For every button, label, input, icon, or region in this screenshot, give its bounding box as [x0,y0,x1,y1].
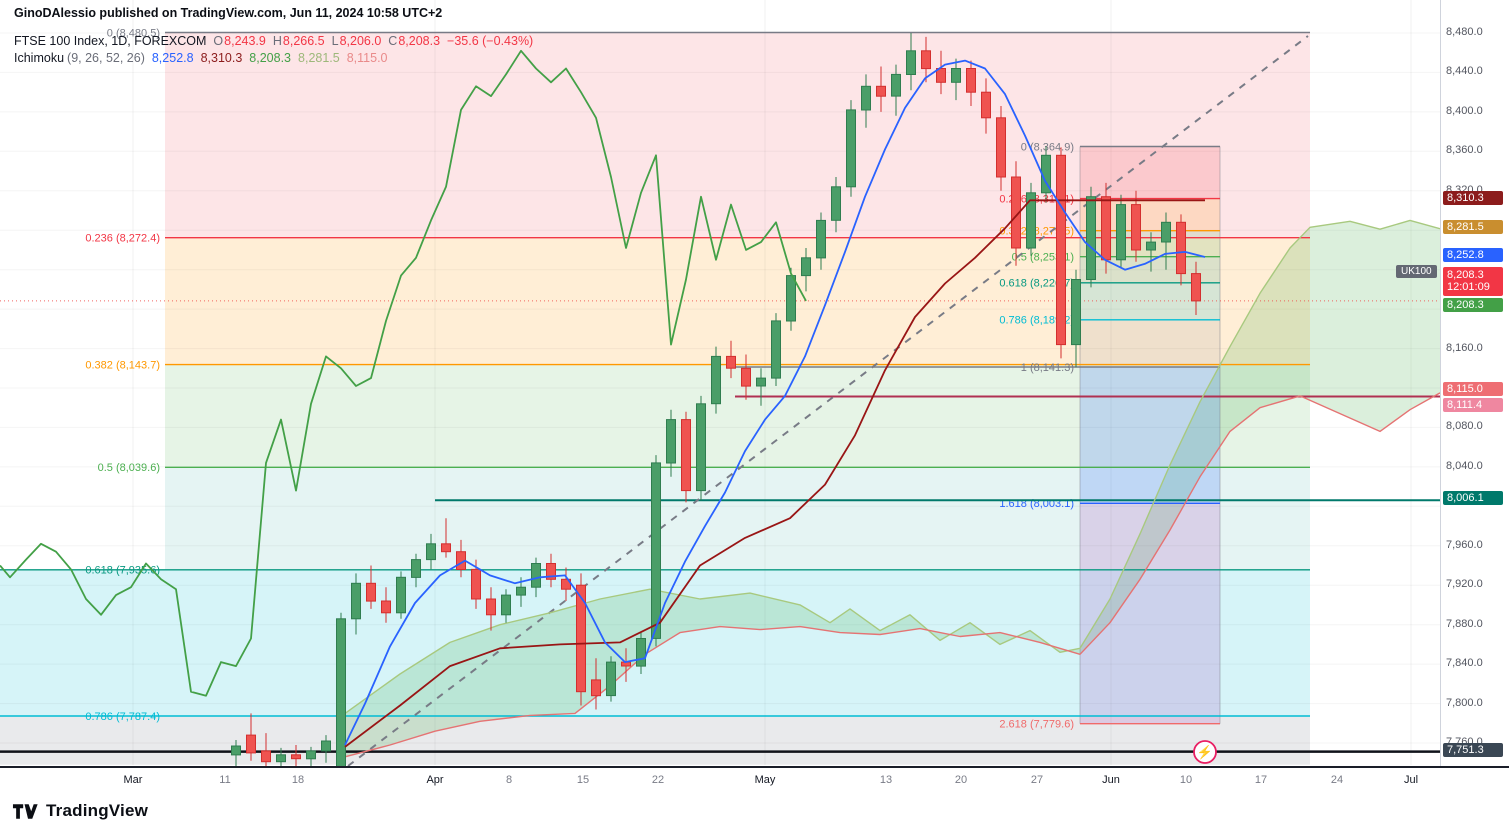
svg-text:0.382 (8,143.7): 0.382 (8,143.7) [85,359,160,371]
price-axis-label: 8,160.0 [1446,341,1483,354]
price-axis-label: 7,840.0 [1446,657,1483,670]
price-axis-label: 8,440.0 [1446,65,1483,78]
published-caption: GinoDAlessio published on TradingView.co… [14,6,443,20]
svg-text:0 (8,480.5): 0 (8,480.5) [107,27,160,39]
price-axis-label: 8,040.0 [1446,459,1483,472]
current-price-badge: 8,208.3 12:01:09 [1443,266,1503,296]
time-axis-label: 11 [219,774,231,786]
ichimoku-lead-lines [344,219,1440,758]
indicator-legend-row[interactable]: Ichimoku (9, 26, 52, 26) 8,252.8 8,310.3 8,2… [14,50,533,67]
svg-text:0.236 (8,272.4): 0.236 (8,272.4) [85,233,160,245]
indicator-value: 8,115.0 [346,51,388,65]
time-axis-label: 24 [1330,774,1344,786]
price-axis-label: 7,920.0 [1446,578,1483,591]
svg-text:2.618 (7,779.6): 2.618 (7,779.6) [999,719,1074,731]
symbol-axis-tag: UK100 [1396,265,1437,278]
price-axis-badge: 8,006.1 [1443,491,1503,506]
current-price: 8,208.3 [1447,268,1484,281]
price-axis-badge: 8,281.5 [1443,219,1503,234]
time-axis-label: 8 [505,774,513,786]
footer-brand: TradingView [12,801,148,821]
svg-text:0.5 (8,039.6): 0.5 (8,039.6) [98,462,160,474]
ohlc-key: L [331,34,339,48]
price-axis-badge: 8,252.8 [1443,248,1503,263]
trendline[interactable] [347,35,1309,767]
indicator-value: 8,208.3 [249,51,292,65]
bar-countdown: 12:01:09 [1447,281,1490,294]
time-axis-label: May [754,774,776,786]
price-axis-label: 7,800.0 [1446,696,1483,709]
fib-secondary-bands [1079,146,1221,724]
indicator-values: 8,252.8 8,310.3 8,208.3 8,281.5 8,115.0 [145,51,388,65]
ichimoku-main-lines [0,49,1206,748]
price-axis-badge: 8,208.3 [1443,297,1503,312]
ohlc-key: C [388,34,398,48]
ohlc-value: 8,243.9 [224,34,266,48]
svg-text:1 (8,141.3): 1 (8,141.3) [1021,362,1074,374]
tradingview-logo-icon [12,803,39,820]
time-axis[interactable]: Mar 11 18 Apr 8 15 22 May 13 20 27 Jun 10 17 24 Jul [0,766,1509,796]
ohlc-key: O [213,34,224,48]
time-axis-label: 20 [954,774,968,786]
indicator-value: 8,252.8 [151,51,194,65]
time-axis-label: 17 [1254,774,1268,786]
ohlc-key: H [272,34,282,48]
ichimoku-cloud [345,220,1440,757]
indicator-name: Ichimoku [14,51,65,65]
indicator-value: 8,281.5 [298,51,340,65]
price-axis-badge: 8,111.4 [1443,398,1503,413]
price-axis-label: 8,400.0 [1446,104,1483,117]
indicator-value: 8,310.3 [200,51,243,65]
svg-text:0.786 (7,787.4): 0.786 (7,787.4) [85,711,160,723]
price-axis-label: 8,480.0 [1446,26,1483,38]
boost-flash-icon[interactable]: ⚡ [1193,740,1217,764]
time-axis-label: Jun [1102,774,1120,786]
candles [231,33,1201,768]
time-axis-label: Mar [123,774,143,786]
time-axis-label: Jul [1403,774,1419,786]
time-axis-label: 22 [651,774,665,786]
chart-legend: FTSE 100 Index, 1D, FOREXCOM O8,243.9 H8,2… [14,33,533,67]
svg-text:0.786 (8,189.2): 0.786 (8,189.2) [999,315,1074,327]
time-axis-label: 18 [291,774,305,786]
price-axis[interactable]: 8,480.0 8,440.0 8,400.0 8,360.0 8,320.0 8,160… [1440,0,1509,766]
time-axis-label: 13 [879,774,893,786]
symbol-legend-row[interactable]: FTSE 100 Index, 1D, FOREXCOM O8,243.9 H8,2… [14,33,533,50]
ohlc-value: 8,266.5 [282,34,325,48]
price-axis-label: 7,960.0 [1446,538,1483,551]
ohlc-value: 8,206.0 [339,34,382,48]
svg-text:0.618 (8,226.7): 0.618 (8,226.7) [999,278,1074,290]
time-axis-label: Apr [426,774,444,786]
svg-text:0.618 (7,935.6): 0.618 (7,935.6) [85,565,160,577]
gridlines [0,0,1440,765]
price-chart-canvas[interactable]: 0 (8,480.5) 0.236 (8,272.4) 0.382 (8,143.7… [0,0,1440,768]
price-axis-badge: 7,751.3 [1443,742,1503,757]
time-axis-label: 10 [1179,774,1193,786]
time-axis-label: 15 [576,774,590,786]
price-axis-label: 8,360.0 [1446,144,1483,157]
price-axis-label: 7,880.0 [1446,617,1483,630]
change-value: −35.6 (−0.43%) [447,34,534,48]
price-axis-badge: 8,115.0 [1443,381,1503,396]
indicator-params: (9, 26, 52, 26) [67,51,145,65]
time-axis-label: 27 [1030,774,1044,786]
ohlc-values: O8,243.9 H8,266.5 L8,206.0 C8,208.3 [206,34,440,48]
ohlc-value: 8,208.3 [398,34,441,48]
price-axis-badge: 8,310.3 [1443,191,1503,206]
symbol-title: FTSE 100 Index, 1D, FOREXCOM [14,34,207,48]
svg-text:⚡: ⚡ [1197,745,1213,761]
price-axis-label: 8,080.0 [1446,420,1483,433]
brand-wordmark: TradingView [46,801,149,820]
